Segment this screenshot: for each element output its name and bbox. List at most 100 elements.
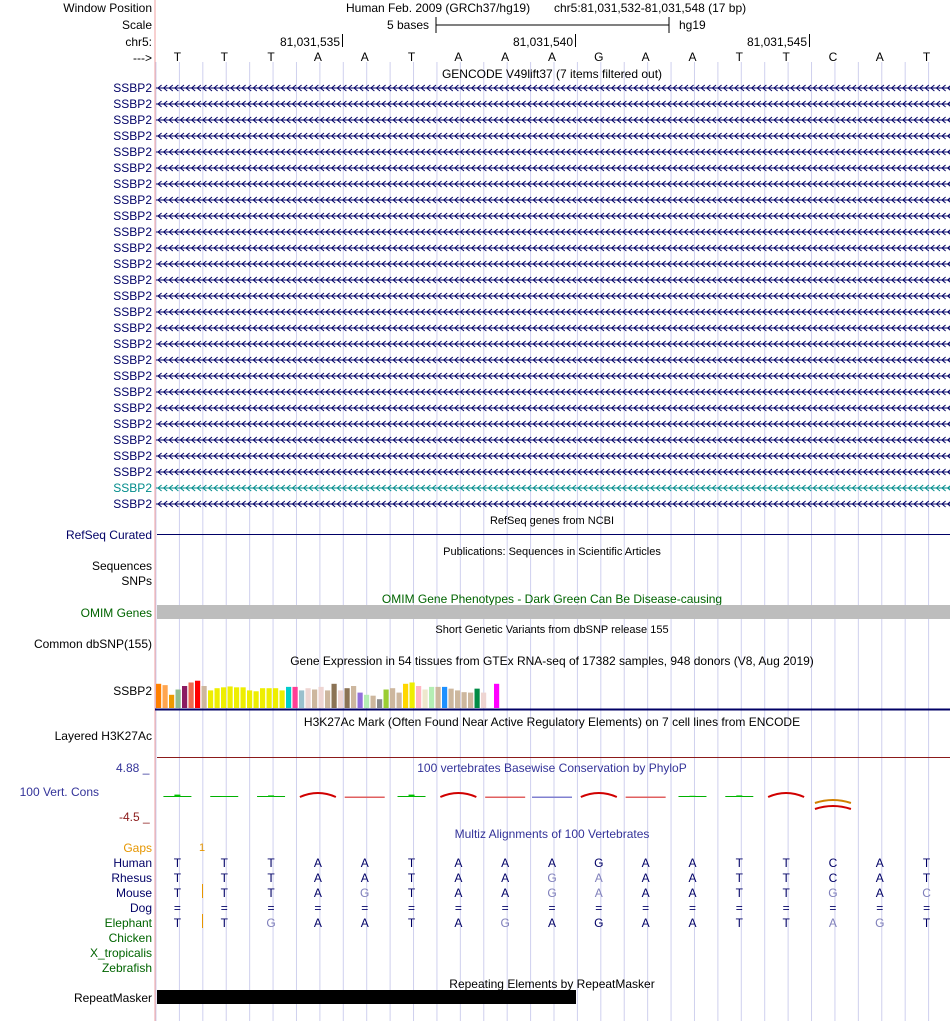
repeatmasker-label[interactable]: RepeatMasker — [73, 991, 152, 1005]
gencode-transcript[interactable] — [156, 99, 950, 109]
conservation-chart[interactable] — [155, 775, 950, 825]
gencode-transcript[interactable] — [156, 227, 950, 237]
multiz-track-title[interactable]: Multiz Alignments of 100 Vertebrates — [454, 827, 650, 841]
gencode-transcript[interactable] — [156, 355, 950, 365]
gencode-transcript-label[interactable]: SSBP2 — [113, 433, 152, 447]
conservation-label[interactable]: 100 Vert. Cons — [19, 785, 99, 799]
gencode-transcript[interactable] — [156, 435, 950, 445]
gencode-transcript-label[interactable]: SSBP2 — [113, 449, 152, 463]
gencode-transcript-label[interactable]: SSBP2 — [113, 305, 152, 319]
dbsnp-track-title[interactable]: Short Genetic Variants from dbSNP releas… — [435, 624, 669, 636]
gencode-transcript-label[interactable]: SSBP2 — [113, 385, 152, 399]
species-label[interactable]: Zebrafish — [101, 961, 152, 975]
species-label[interactable]: Mouse — [115, 886, 152, 900]
gencode-transcript[interactable] — [156, 243, 950, 253]
species-label[interactable]: X_tropicalis — [89, 946, 152, 960]
publications-track-title[interactable]: Publications: Sequences in Scientific Ar… — [443, 546, 661, 558]
gtex-tissue-bar — [286, 686, 292, 708]
species-label[interactable]: Human — [113, 856, 152, 870]
species-label[interactable]: Elephant — [104, 916, 152, 930]
aligned-base: G — [594, 856, 604, 870]
h3k27ac-track-title[interactable]: H3K27Ac Mark (Often Found Near Active Re… — [303, 715, 801, 729]
publications-snps-label[interactable]: SNPs — [121, 574, 152, 588]
gencode-transcript-label[interactable]: SSBP2 — [113, 337, 152, 351]
gencode-transcript-label[interactable]: SSBP2 — [113, 161, 152, 175]
gencode-transcript[interactable] — [156, 339, 950, 349]
gencode-transcript[interactable] — [156, 131, 950, 141]
gencode-transcript-label[interactable]: SSBP2 — [113, 465, 152, 479]
aligned-base: T — [735, 916, 743, 930]
repeatmasker-track-title[interactable]: Repeating Elements by RepeatMasker — [449, 977, 655, 991]
omim-track-title[interactable]: OMIM Gene Phenotypes - Dark Green Can Be… — [381, 592, 723, 606]
gencode-transcript[interactable] — [156, 211, 950, 221]
conservation-low-segment — [485, 796, 526, 798]
gencode-transcript[interactable] — [156, 83, 950, 93]
gencode-transcript-label[interactable]: SSBP2 — [113, 497, 152, 511]
gencode-transcript[interactable] — [156, 451, 950, 461]
gencode-transcript-label[interactable]: SSBP2 — [113, 113, 152, 127]
gencode-transcript[interactable] — [156, 275, 950, 285]
gencode-transcript-label[interactable]: SSBP2 — [113, 321, 152, 335]
gtex-tissue-bar — [266, 688, 272, 708]
gencode-transcript[interactable] — [156, 403, 950, 413]
omim-gene-bar[interactable] — [157, 605, 950, 619]
gencode-transcript-label[interactable]: SSBP2 — [113, 81, 152, 95]
gtex-track-title[interactable]: Gene Expression in 54 tissues from GTEx … — [290, 654, 814, 668]
gencode-transcript[interactable] — [156, 195, 950, 205]
conservation-track-title[interactable]: 100 vertebrates Basewise Conservation by… — [417, 761, 687, 775]
gencode-transcript[interactable] — [156, 179, 950, 189]
gtex-label[interactable]: SSBP2 — [113, 684, 152, 698]
species-label[interactable]: Rhesus — [111, 871, 152, 885]
gencode-transcript-label[interactable]: SSBP2 — [113, 225, 152, 239]
sequence-base: T — [220, 50, 228, 64]
gencode-transcript-label[interactable]: SSBP2 — [113, 241, 152, 255]
gencode-transcript[interactable] — [156, 115, 950, 125]
conservation-bar — [174, 794, 181, 797]
dbsnp-label[interactable]: Common dbSNP(155) — [33, 637, 152, 651]
gencode-transcript-label[interactable]: SSBP2 — [113, 129, 152, 143]
gencode-transcript[interactable] — [156, 387, 950, 397]
species-label[interactable]: Chicken — [108, 931, 152, 945]
refseq-label[interactable]: RefSeq Curated — [65, 528, 152, 542]
gtex-expression-chart[interactable] — [155, 666, 950, 712]
gencode-transcript-label[interactable]: SSBP2 — [113, 289, 152, 303]
gencode-transcript-label[interactable]: SSBP2 — [113, 417, 152, 431]
gencode-transcript-label[interactable]: SSBP2 — [113, 145, 152, 159]
gencode-transcript-label[interactable]: SSBP2 — [113, 257, 152, 271]
gencode-transcript-label[interactable]: SSBP2 — [113, 273, 152, 287]
gencode-transcript-label[interactable]: SSBP2 — [113, 209, 152, 223]
gencode-transcript[interactable] — [156, 499, 950, 509]
gencode-transcript[interactable] — [156, 147, 950, 157]
sequence-base: G — [594, 50, 604, 64]
species-label[interactable]: Dog — [129, 901, 152, 915]
gencode-transcript[interactable] — [156, 259, 950, 269]
gencode-transcript-label[interactable]: SSBP2 — [113, 481, 152, 495]
h3k27ac-label[interactable]: Layered H3K27Ac — [54, 729, 152, 743]
gencode-transcript[interactable] — [156, 371, 950, 381]
repeatmasker-element[interactable] — [157, 990, 576, 1004]
strand-arrows — [157, 324, 950, 332]
sequence-base: A — [454, 50, 463, 64]
refseq-track-title[interactable]: RefSeq genes from NCBI — [489, 515, 615, 527]
refseq-gene-line[interactable] — [157, 534, 950, 535]
gencode-transcript[interactable] — [156, 483, 950, 493]
gencode-transcript-label[interactable]: SSBP2 — [113, 177, 152, 191]
gencode-transcript[interactable] — [156, 291, 950, 301]
gencode-transcript-label[interactable]: SSBP2 — [113, 193, 152, 207]
gencode-transcript[interactable] — [156, 419, 950, 429]
publications-sequences-label[interactable]: Sequences — [91, 559, 152, 573]
gencode-transcript[interactable] — [156, 323, 950, 333]
gencode-transcript[interactable] — [156, 467, 950, 477]
gencode-track-title[interactable]: GENCODE V49lift37 (7 items filtered out) — [441, 67, 663, 81]
gencode-transcript-label[interactable]: SSBP2 — [113, 97, 152, 111]
omim-label[interactable]: OMIM Genes — [80, 606, 152, 620]
multiz-gap-mark: 1 — [199, 842, 206, 854]
aligned-base: A — [313, 886, 322, 900]
gencode-transcript-label[interactable]: SSBP2 — [113, 369, 152, 383]
gencode-transcript[interactable] — [156, 163, 950, 173]
multiz-gaps-label[interactable]: Gaps — [123, 841, 152, 855]
gencode-transcript-label[interactable]: SSBP2 — [113, 353, 152, 367]
gencode-transcript-label[interactable]: SSBP2 — [113, 401, 152, 415]
gencode-transcript[interactable] — [156, 307, 950, 317]
